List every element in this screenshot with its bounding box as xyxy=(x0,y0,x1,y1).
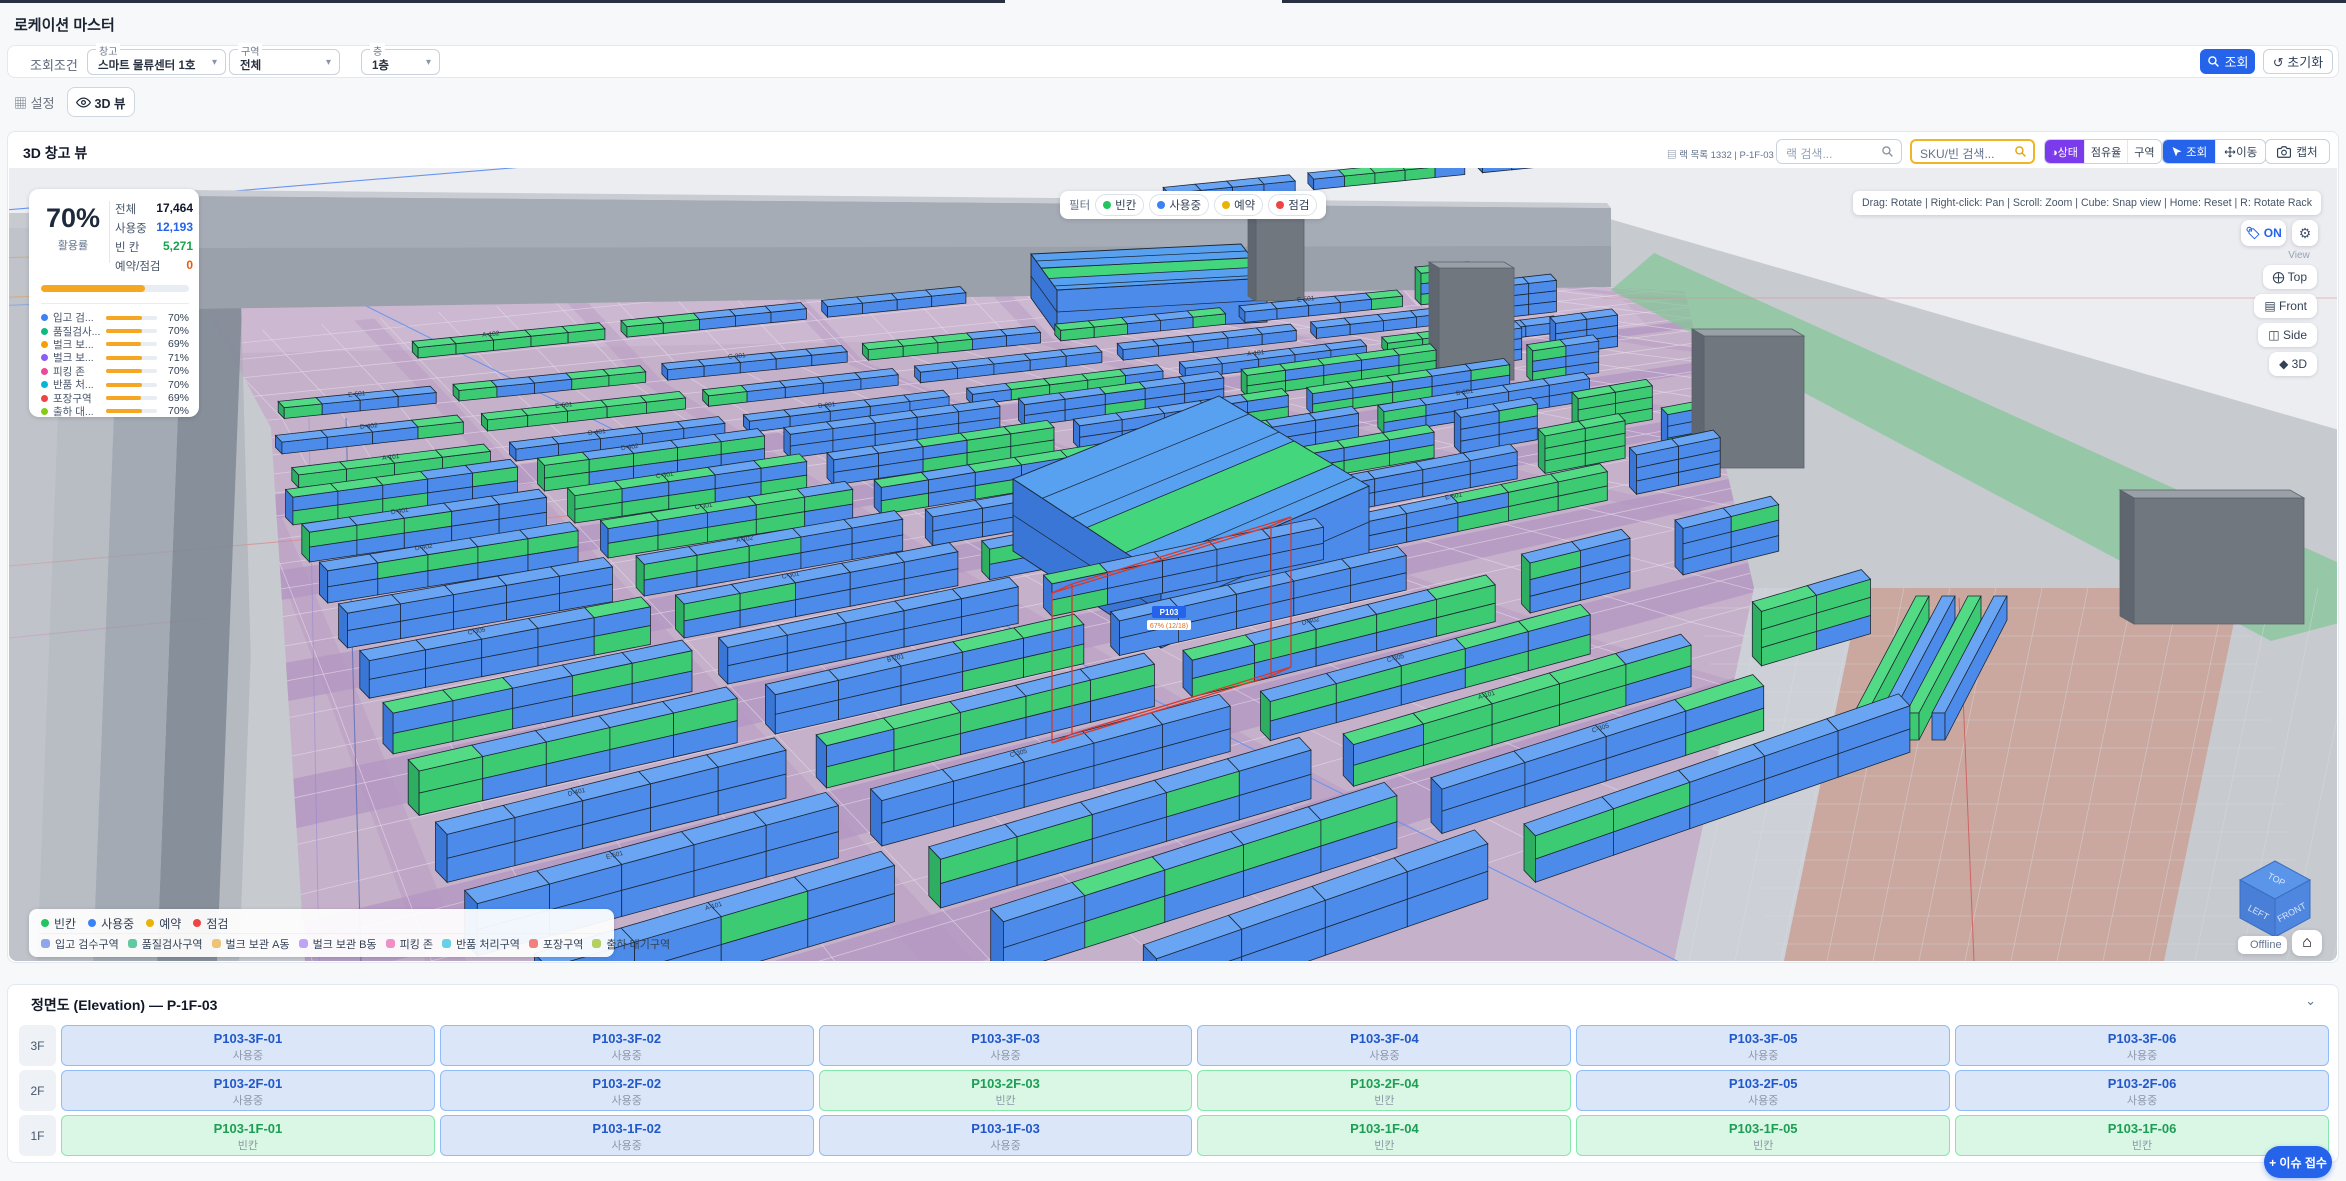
svg-text:E-501: E-501 xyxy=(605,850,624,861)
svg-text:B-201: B-201 xyxy=(886,653,905,664)
svg-text:P103: P103 xyxy=(1160,608,1179,617)
svg-text:E-501: E-501 xyxy=(1444,491,1463,502)
svg-text:E-501: E-501 xyxy=(555,401,573,410)
svg-text:E-501: E-501 xyxy=(348,390,366,399)
svg-text:C-301: C-301 xyxy=(781,570,800,580)
svg-text:C-305: C-305 xyxy=(1009,748,1028,759)
svg-text:D-402: D-402 xyxy=(360,422,379,431)
svg-text:A-101: A-101 xyxy=(1477,690,1496,702)
svg-text:D-402: D-402 xyxy=(414,543,433,553)
svg-text:C-301: C-301 xyxy=(694,502,713,512)
svg-text:A-101: A-101 xyxy=(1247,349,1265,358)
svg-text:67% (12/18): 67% (12/18) xyxy=(1150,623,1188,630)
svg-text:A-102: A-102 xyxy=(482,330,500,339)
svg-text:D-401: D-401 xyxy=(567,787,586,798)
svg-text:A-101: A-101 xyxy=(704,901,723,913)
svg-text:D-402: D-402 xyxy=(621,443,640,452)
svg-text:C-305: C-305 xyxy=(1386,653,1405,664)
svg-text:A-102: A-102 xyxy=(736,535,755,545)
svg-text:D-401: D-401 xyxy=(588,428,607,437)
svg-text:D-401: D-401 xyxy=(391,507,410,516)
svg-text:A-101: A-101 xyxy=(382,453,400,462)
svg-text:C-301: C-301 xyxy=(656,471,675,480)
svg-text:D-402: D-402 xyxy=(1301,616,1320,627)
svg-text:B-201: B-201 xyxy=(1456,388,1475,398)
svg-text:B-201: B-201 xyxy=(818,401,836,410)
svg-text:C-301: C-301 xyxy=(728,352,747,361)
svg-text:C-305: C-305 xyxy=(467,626,486,636)
svg-text:E-501: E-501 xyxy=(1297,295,1315,304)
